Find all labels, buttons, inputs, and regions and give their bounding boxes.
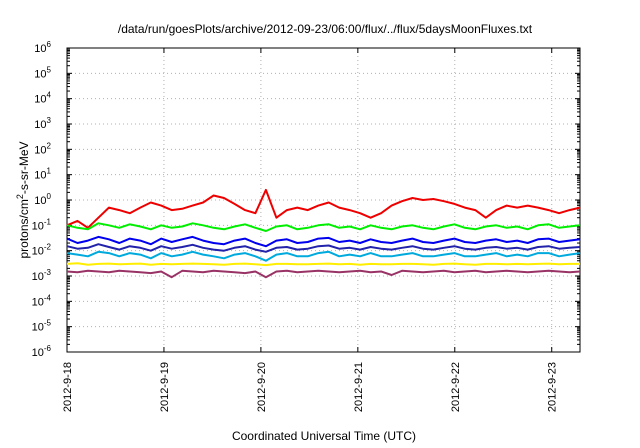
- series-line-0: [66, 188, 581, 229]
- ylabel-superscript: 2: [15, 194, 25, 199]
- x-tick-label: 2012-9-18: [62, 362, 74, 412]
- x-tick-label: 2012-9-23: [547, 362, 559, 412]
- y-grid: [67, 72, 580, 328]
- y-tick-label: 10-1: [32, 217, 52, 232]
- series-line-2: [66, 235, 581, 248]
- y-tick-label: 106: [34, 40, 51, 55]
- x-tick-label: 2012-9-22: [450, 362, 462, 412]
- x-tick-label: 2012-9-20: [256, 362, 268, 412]
- y-tick-label: 103: [34, 116, 51, 131]
- y-axis-label: protons/cm2-s-sr-MeV: [15, 141, 31, 258]
- series-lines: [66, 188, 581, 279]
- y-tick-label: 10-4: [32, 293, 52, 308]
- y-tick-label: 10-2: [32, 243, 52, 258]
- ylabel-part-1: protons/cm: [17, 199, 31, 258]
- grid: [163, 48, 553, 352]
- ylabel-part-2: -s-sr-MeV: [17, 141, 31, 194]
- x-tick-label: 2012-9-19: [159, 362, 171, 412]
- series-line-5: [66, 262, 580, 267]
- y-tick-label: 10-5: [32, 319, 52, 334]
- y-tick-label: 10-6: [32, 344, 52, 359]
- series-line-6: [66, 269, 581, 279]
- series-line-3: [66, 243, 581, 253]
- y-tick-label: 105: [34, 65, 51, 80]
- y-tick-label: 10-3: [32, 268, 52, 283]
- x-axis: 2012-9-18 2012-9-19 2012-9-20 2012-9-21 2012…: [62, 48, 559, 412]
- y-tick-label: 104: [34, 91, 51, 106]
- y-tick-label: 100: [34, 192, 51, 207]
- x-axis-label: Coordinated Universal Time (UTC): [232, 429, 416, 443]
- series-line-1: [66, 222, 581, 232]
- y-axis: 10-6 10-5 10-4 10-3 10-2 10-1 100 101 102 103 104 1…: [32, 40, 580, 359]
- series-line-4: [66, 250, 581, 262]
- y-tick-label: 101: [34, 167, 51, 182]
- x-tick-label: 2012-9-21: [353, 362, 365, 412]
- chart-title: /data/run/goesPlots/archive/2012-09-23/0…: [118, 22, 533, 36]
- y-tick-label: 102: [34, 141, 51, 156]
